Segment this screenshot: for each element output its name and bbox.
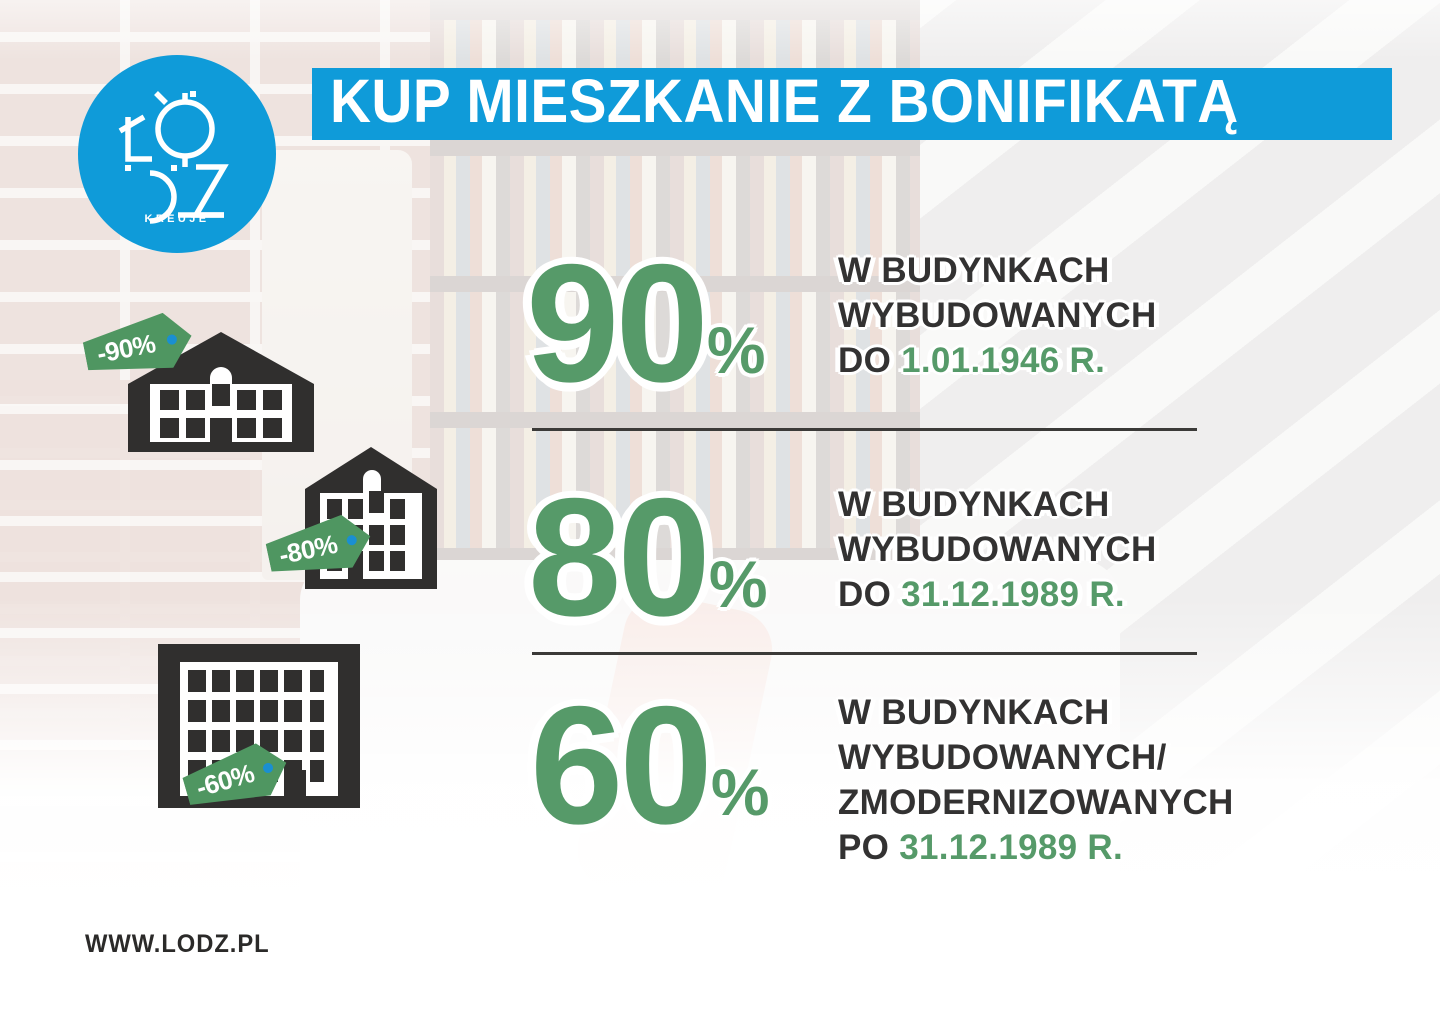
- description-prefix: DO: [838, 575, 902, 614]
- lodz-wordmark-icon: [118, 91, 229, 224]
- percent-value: 60: [530, 671, 713, 859]
- description-line: WYBUDOWANYCH: [838, 296, 1157, 335]
- lodz-kreuje-logo[interactable]: KREUJE: [78, 55, 276, 253]
- row-divider: [532, 652, 1197, 655]
- description-prefix: PO: [838, 828, 900, 867]
- logo-tagline: KREUJE: [144, 213, 210, 225]
- description-line: DO 1.01.1946 R.: [838, 338, 1157, 383]
- description-line: WYBUDOWANYCH: [838, 530, 1157, 569]
- percent-sign: %: [706, 313, 766, 387]
- background-top-fade: [0, 0, 1440, 60]
- description-90: W BUDYNKACH WYBUDOWANYCH DO 1.01.1946 R.: [838, 248, 1157, 383]
- percent-block-60: 60 %: [530, 671, 770, 859]
- description-line: WYBUDOWANYCH/: [838, 738, 1167, 777]
- discount-tag-80: -80%: [263, 510, 377, 589]
- title-banner: [312, 68, 1392, 140]
- description-line: PO 31.12.1989 R.: [838, 825, 1234, 870]
- description-60: W BUDYNKACH WYBUDOWANYCH/ ZMODERNIZOWANY…: [838, 690, 1234, 870]
- description-date: 31.12.1989 R.: [899, 828, 1123, 867]
- description-line: DO 31.12.1989 R.: [838, 572, 1157, 617]
- percent-block-90: 90 %: [526, 229, 766, 417]
- percent-value: 90: [526, 229, 709, 417]
- footer-website-url[interactable]: WWW.LODZ.PL: [85, 930, 270, 958]
- description-date: 31.12.1989 R.: [901, 575, 1125, 614]
- description-date: 1.01.1946 R.: [901, 341, 1106, 380]
- discount-tag-60: -60%: [179, 737, 295, 822]
- description-80: W BUDYNKACH WYBUDOWANYCH DO 31.12.1989 R…: [838, 482, 1157, 617]
- percent-value: 80: [528, 463, 711, 651]
- description-line: W BUDYNKACH: [838, 251, 1110, 290]
- description-line: W BUDYNKACH: [838, 693, 1110, 732]
- percent-sign: %: [708, 547, 768, 621]
- percent-block-80: 80 %: [528, 463, 768, 651]
- description-prefix: DO: [838, 341, 902, 380]
- description-line: ZMODERNIZOWANYCH: [838, 783, 1234, 822]
- page-title: KUP MIESZKANIE Z BONIFIKATĄ: [330, 67, 1239, 135]
- description-line: W BUDYNKACH: [838, 485, 1110, 524]
- row-divider: [532, 428, 1197, 431]
- percent-sign: %: [710, 755, 770, 829]
- discount-tag-90: -90%: [80, 308, 198, 388]
